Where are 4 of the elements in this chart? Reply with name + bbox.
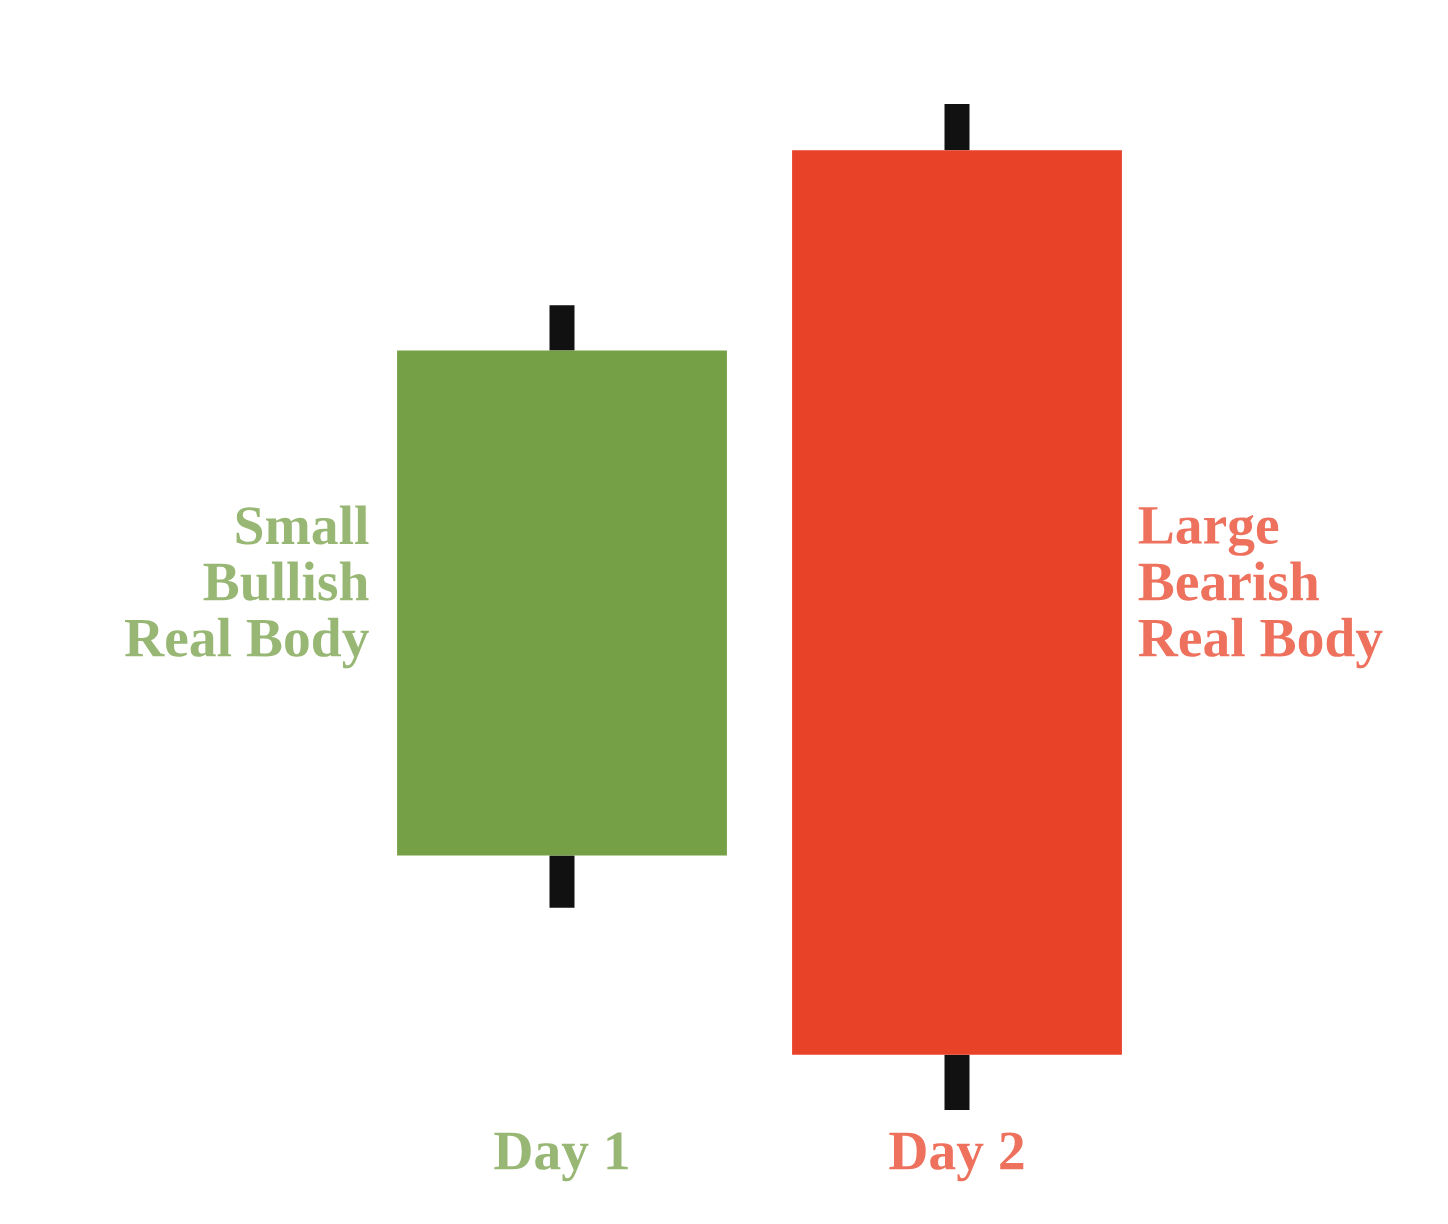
x-tick-label: Day 1 (494, 1132, 628, 1182)
annotation: Small Bullish Real Body (124, 505, 369, 669)
annotation: Large Bearish Real Body (1138, 507, 1383, 669)
x-tick-label: Day 2 (889, 1132, 1024, 1182)
